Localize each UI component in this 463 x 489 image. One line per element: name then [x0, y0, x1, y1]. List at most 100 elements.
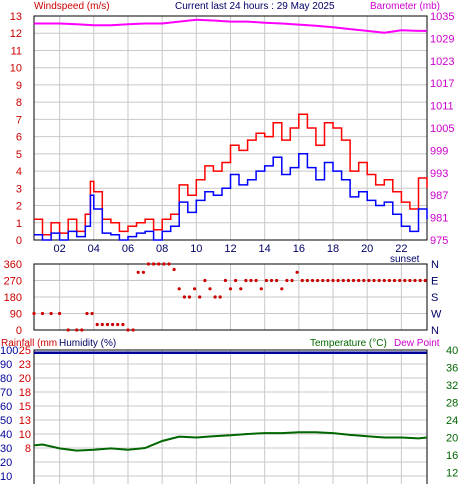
- wind-average-line: [34, 153, 428, 241]
- direction-point: [187, 295, 192, 299]
- windspeed-tick-label: 9: [16, 80, 22, 92]
- windspeed-tick-label: 7: [16, 114, 22, 126]
- windspeed-tick-label: 3: [16, 183, 22, 195]
- rain-tick-label: 23: [19, 359, 31, 371]
- climate-plot-frame: [33, 349, 428, 489]
- direction-point: [111, 322, 115, 327]
- windspeed-tick-label: 2: [16, 201, 22, 213]
- barometer-tick-label: 999: [430, 145, 448, 157]
- direction-point: [239, 287, 243, 291]
- barometer-tick-label: 1017: [430, 78, 454, 90]
- direction-point: [321, 278, 325, 283]
- direction-point: [346, 278, 350, 283]
- direction-degree-label: 0: [16, 325, 22, 337]
- barometer-tick-label: 993: [430, 168, 448, 180]
- barometer-tick-label: 975: [430, 235, 448, 247]
- direction-point: [85, 311, 89, 316]
- direction-point: [403, 278, 407, 283]
- direction-point: [40, 311, 45, 316]
- time-tick-label: 22: [395, 243, 407, 255]
- humidity-axis-title: Humidity (%): [59, 338, 116, 349]
- windspeed-axis-title: Windspeed (m/s): [34, 1, 110, 12]
- direction-point: [228, 287, 233, 291]
- humidity-tick-label: 70: [0, 387, 12, 399]
- climate-plot-grid: [34, 349, 427, 489]
- rain-tick-label: 18: [19, 387, 31, 399]
- direction-point: [116, 322, 120, 327]
- direction-point: [367, 278, 371, 283]
- windspeed-tick-label: 12: [10, 28, 22, 40]
- direction-point: [198, 295, 202, 299]
- chart-title: Current last 24 hours : 29 May 2025: [175, 1, 335, 12]
- temperature-tick-label: 28: [446, 398, 458, 410]
- direction-point: [141, 270, 145, 274]
- time-tick-label: 08: [156, 243, 168, 255]
- time-tick-label: 02: [54, 243, 66, 255]
- direction-point: [254, 278, 258, 283]
- direction-point: [167, 262, 171, 266]
- direction-degree-label: 360: [4, 259, 22, 271]
- humidity-tick-label: 10: [0, 471, 12, 483]
- direction-point: [310, 278, 315, 283]
- direction-point: [126, 328, 130, 332]
- direction-point: [131, 328, 135, 332]
- direction-point: [105, 322, 110, 327]
- direction-point: [223, 278, 227, 283]
- direction-compass-label: W: [431, 309, 442, 321]
- time-tick-label: 16: [293, 243, 305, 255]
- barometer-line: [34, 18, 427, 34]
- direction-point: [177, 287, 181, 291]
- direction-point: [172, 267, 176, 272]
- time-tick-labels: 02 04 06 08 10 12 14 16 18 20 22: [54, 243, 408, 255]
- direction-point: [75, 328, 79, 332]
- barometer-tick-label: 987: [430, 190, 448, 202]
- rain-tick-label: 10: [19, 429, 31, 441]
- humidity-tick-label: 40: [0, 429, 12, 441]
- direction-point: [100, 322, 104, 327]
- barometer-tick-label: 1023: [430, 56, 454, 68]
- rain-tick-label: 15: [19, 401, 31, 413]
- windspeed-tick-label: 1: [16, 218, 22, 230]
- windspeed-tick-label: 13: [10, 11, 22, 23]
- direction-point: [264, 278, 268, 283]
- direction-point: [182, 295, 186, 299]
- direction-point: [58, 311, 62, 316]
- direction-point: [398, 278, 402, 283]
- direction-compass-label: S: [431, 292, 438, 304]
- wind-plot-frame: [33, 15, 428, 241]
- direction-degree-labels: 0 90 180 270 360: [4, 259, 22, 337]
- direction-point: [121, 322, 125, 327]
- direction-point: [66, 328, 70, 332]
- humidity-tick-label: 90: [0, 359, 12, 371]
- rain-tick-label: 25: [19, 345, 31, 357]
- barometer-tick-label: 1029: [430, 33, 454, 45]
- humidity-tick-label: 100: [0, 345, 18, 357]
- direction-point: [80, 328, 84, 332]
- temperature-tick-label: 40: [446, 345, 458, 357]
- time-tick-label: 12: [224, 243, 236, 255]
- temperature-tick-label: 36: [446, 363, 458, 375]
- time-tick-label: 20: [361, 243, 373, 255]
- barometer-tick-label: 1011: [430, 101, 454, 113]
- temperature-tick-label: 12: [446, 468, 458, 480]
- wind-gust-line: [34, 113, 428, 236]
- direction-compass-label: N: [431, 325, 439, 337]
- direction-point: [372, 278, 376, 283]
- humidity-tick-label: 80: [0, 373, 12, 385]
- direction-point: [392, 278, 397, 283]
- direction-point: [244, 278, 248, 283]
- rain-tick-label: 8: [25, 443, 31, 455]
- barometer-tick-label: 981: [430, 213, 448, 225]
- humidity-tick-label: 60: [0, 401, 12, 413]
- rain-tick-label: 20: [19, 373, 31, 385]
- dewpoint-axis-title: Dew Point: [394, 338, 440, 349]
- direction-point: [95, 322, 99, 327]
- barometer-tick-label: 1035: [430, 11, 454, 23]
- direction-point: [208, 287, 212, 291]
- temperature-tick-label: 24: [446, 415, 458, 427]
- temperature-tick-label: 32: [446, 380, 458, 392]
- direction-point: [336, 278, 340, 283]
- direction-point: [90, 311, 94, 316]
- humidity-tick-label: 30: [0, 443, 12, 455]
